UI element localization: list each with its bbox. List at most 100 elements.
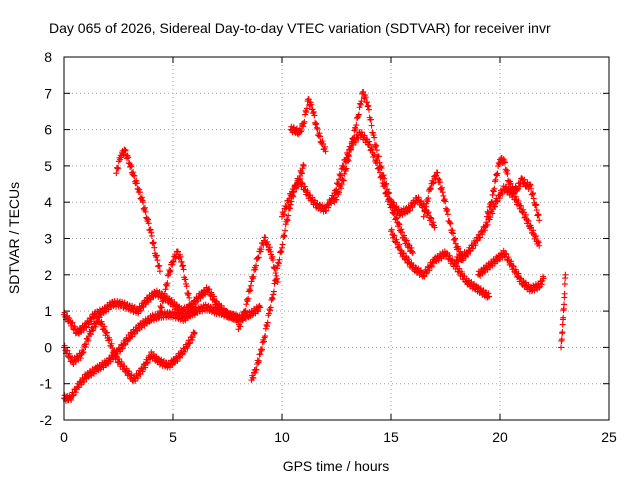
data-point — [562, 271, 569, 278]
data-point — [272, 269, 279, 276]
data-point — [503, 167, 510, 174]
data-point — [346, 153, 353, 160]
data-point — [91, 321, 98, 328]
data-point — [490, 188, 497, 195]
data-point — [321, 143, 328, 150]
data-point — [110, 303, 117, 310]
data-point — [483, 219, 490, 226]
data-point — [355, 111, 362, 118]
data-point — [254, 255, 261, 262]
data-point — [336, 189, 343, 196]
data-point — [80, 349, 87, 356]
data-point — [486, 203, 493, 210]
data-point — [253, 366, 260, 373]
data-point — [108, 340, 115, 347]
data-point — [513, 188, 520, 195]
data-point — [327, 200, 334, 207]
data-point — [421, 273, 428, 280]
data-point — [177, 253, 184, 260]
data-point — [532, 202, 539, 209]
data-point — [150, 240, 157, 247]
data-point — [150, 239, 157, 246]
y-tick-label: 0 — [44, 339, 52, 355]
data-point — [396, 212, 403, 219]
data-point — [163, 282, 170, 289]
data-point — [439, 189, 446, 196]
data-point — [437, 179, 444, 186]
data-point — [156, 262, 163, 269]
data-point — [266, 244, 273, 251]
data-point — [428, 263, 435, 270]
data-point — [300, 120, 307, 127]
data-point — [366, 141, 373, 148]
series-trace-k — [388, 226, 493, 301]
data-point — [486, 293, 493, 300]
data-point — [334, 188, 341, 195]
data-point — [247, 287, 254, 294]
data-point — [435, 175, 442, 182]
data-point — [540, 275, 547, 282]
data-point — [364, 99, 371, 106]
data-point — [298, 169, 305, 176]
data-point — [527, 182, 534, 189]
data-point — [510, 263, 517, 270]
data-point — [300, 161, 307, 168]
data-point — [447, 220, 454, 227]
data-point — [279, 241, 286, 248]
y-tick-label: 8 — [44, 49, 52, 65]
x-tick-label: 20 — [492, 429, 508, 445]
data-point — [439, 184, 446, 191]
data-point — [261, 334, 268, 341]
data-point — [348, 140, 355, 147]
data-point — [303, 105, 310, 112]
data-point — [162, 286, 169, 293]
data-point — [182, 276, 189, 283]
data-point — [531, 287, 538, 294]
data-point — [368, 144, 375, 151]
data-point — [80, 327, 87, 334]
data-point — [255, 357, 262, 364]
data-point — [491, 185, 498, 192]
data-point — [90, 313, 97, 320]
data-point — [131, 330, 138, 337]
data-point — [283, 203, 290, 210]
data-point — [206, 286, 213, 293]
data-point — [493, 171, 500, 178]
data-point — [243, 296, 250, 303]
data-point — [167, 267, 174, 274]
data-point — [267, 307, 274, 314]
data-point — [122, 341, 129, 348]
data-point — [271, 280, 278, 287]
data-point — [243, 301, 250, 308]
data-point — [262, 333, 269, 340]
data-point — [279, 244, 285, 251]
data-point — [381, 175, 388, 182]
data-point — [177, 354, 184, 361]
data-point — [143, 319, 150, 326]
data-point — [153, 253, 160, 260]
data-point — [491, 260, 498, 267]
data-point — [398, 247, 405, 254]
data-point — [399, 229, 406, 236]
data-point — [300, 162, 307, 169]
data-point — [262, 234, 269, 241]
data-point — [161, 293, 168, 300]
data-point — [388, 226, 395, 233]
data-point — [264, 319, 271, 326]
data-point — [532, 233, 539, 240]
data-point — [188, 301, 195, 308]
y-tick-label: -2 — [40, 412, 53, 428]
x-tick-label: 15 — [383, 429, 399, 445]
data-point — [535, 212, 542, 219]
data-point — [485, 290, 492, 297]
data-point — [365, 106, 372, 113]
data-point — [85, 321, 92, 328]
data-point — [357, 101, 364, 108]
series-trace-m — [453, 183, 543, 265]
data-point — [148, 232, 155, 239]
data-point — [152, 354, 159, 361]
data-point — [271, 265, 278, 272]
data-point — [358, 129, 365, 136]
data-point — [169, 261, 176, 268]
data-point — [396, 221, 403, 228]
